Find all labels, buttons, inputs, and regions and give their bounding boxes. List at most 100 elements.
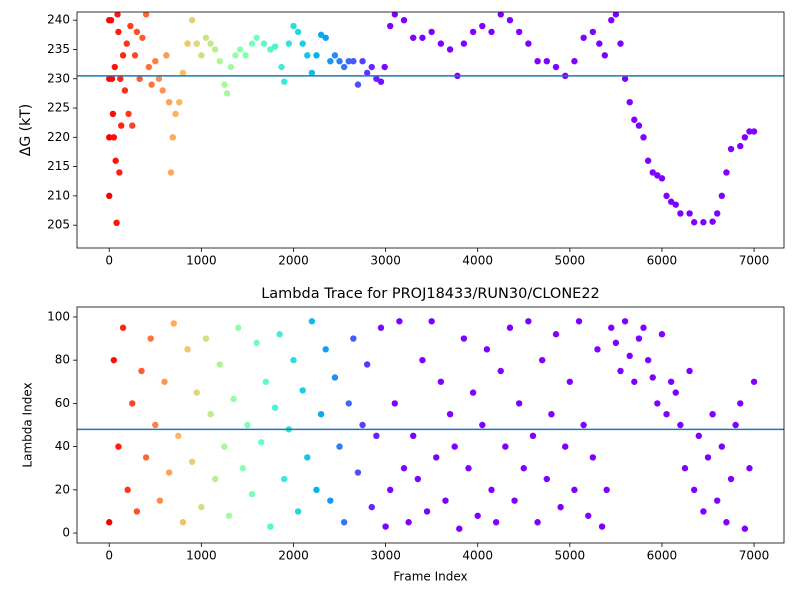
point <box>373 75 380 82</box>
point <box>290 356 297 364</box>
point <box>714 210 721 217</box>
point <box>236 46 244 53</box>
plot-area <box>77 318 784 532</box>
x-axis-label: Frame Index <box>393 570 467 584</box>
point <box>700 219 707 226</box>
point <box>354 81 362 88</box>
point <box>612 12 620 18</box>
point <box>152 421 159 429</box>
point <box>242 52 249 59</box>
point <box>184 346 191 353</box>
point <box>465 465 472 472</box>
point <box>548 410 555 418</box>
point <box>207 410 214 418</box>
point <box>552 63 560 71</box>
y-axis-label: ΔG (kT) <box>18 104 34 156</box>
point <box>115 28 122 36</box>
point <box>580 421 587 429</box>
point <box>732 421 739 429</box>
point <box>145 63 153 71</box>
point <box>663 192 670 200</box>
point <box>169 134 177 141</box>
point <box>497 12 504 18</box>
point <box>133 28 141 36</box>
point <box>118 122 125 129</box>
point <box>543 475 550 483</box>
y-tick-label: 235 <box>47 42 70 56</box>
point <box>621 318 629 325</box>
point <box>336 57 343 65</box>
point <box>566 378 574 385</box>
point <box>644 157 652 164</box>
point <box>562 443 569 450</box>
point <box>381 63 388 71</box>
point <box>525 318 532 325</box>
point <box>644 356 652 364</box>
point <box>271 43 279 50</box>
x-tick-label: 3000 <box>370 549 401 563</box>
point <box>750 378 758 385</box>
point <box>667 378 675 385</box>
point <box>133 508 141 515</box>
point <box>114 12 121 18</box>
point <box>737 142 744 150</box>
point <box>672 201 679 208</box>
chart-title: Lambda Trace for PROJ18433/RUN30/CLONE22 <box>261 286 600 302</box>
point <box>534 57 541 65</box>
point <box>414 475 422 483</box>
point <box>359 57 366 65</box>
point <box>290 22 297 30</box>
point <box>294 508 302 515</box>
y-tick-label: 0 <box>62 526 70 540</box>
point <box>612 339 620 347</box>
point <box>129 400 136 407</box>
point <box>585 512 592 519</box>
point <box>400 465 408 472</box>
point <box>108 75 116 82</box>
point <box>188 458 196 465</box>
point <box>681 465 689 472</box>
y-tick-label: 205 <box>47 218 70 232</box>
point <box>354 469 362 476</box>
point <box>202 335 210 342</box>
point <box>230 395 237 403</box>
point <box>442 497 449 504</box>
y-tick-label: 100 <box>47 309 70 323</box>
point <box>350 335 357 342</box>
x-tick-label: 2000 <box>278 254 309 268</box>
point <box>654 172 661 179</box>
point <box>601 52 609 59</box>
point <box>497 367 504 375</box>
point <box>575 318 583 325</box>
point <box>278 63 285 71</box>
y-tick-label: 230 <box>47 71 70 85</box>
point <box>479 22 486 30</box>
point <box>165 469 173 476</box>
point <box>285 40 293 47</box>
point <box>515 400 523 407</box>
point <box>391 400 399 407</box>
point <box>746 465 753 472</box>
point <box>700 508 707 515</box>
point <box>506 324 514 331</box>
point <box>227 63 235 71</box>
point <box>163 52 170 59</box>
point <box>225 512 233 519</box>
point <box>239 465 247 472</box>
x-tick-label: 5000 <box>555 549 586 563</box>
point <box>119 324 127 331</box>
x-tick-label: 3000 <box>370 254 401 268</box>
y-tick-label: 215 <box>47 159 70 173</box>
point <box>640 324 647 331</box>
point <box>515 28 523 36</box>
point <box>686 367 693 375</box>
point <box>658 331 666 338</box>
point <box>253 34 260 41</box>
point <box>147 335 154 342</box>
point <box>119 52 127 59</box>
point <box>294 28 302 36</box>
point <box>714 497 721 504</box>
point <box>248 40 256 47</box>
point <box>483 346 491 353</box>
x-tick-label: 7000 <box>739 549 770 563</box>
